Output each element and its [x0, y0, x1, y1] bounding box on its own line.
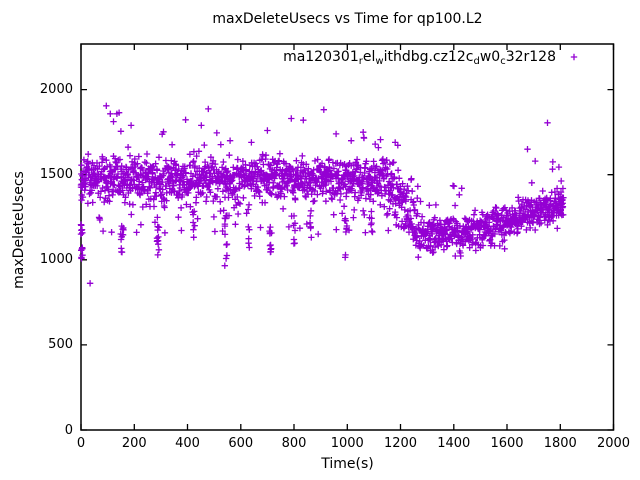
- y-axis-label: maxDeleteUsecs: [11, 171, 27, 289]
- legend-label-text: ithdbg.cz12c: [383, 49, 474, 65]
- y-tick-label: 0: [64, 422, 73, 438]
- legend: ma120301relwithdbg.cz12cdw0c32r128: [283, 49, 556, 67]
- legend-marker-icon: [570, 53, 578, 61]
- x-tick-label: 1000: [330, 436, 364, 451]
- x-tick-label: 600: [228, 436, 254, 451]
- legend-label-subscript: w: [375, 56, 384, 67]
- legend-label-text: 32r128: [505, 49, 556, 65]
- x-tick-label: 800: [281, 436, 307, 451]
- scatter-points: [77, 102, 567, 287]
- y-tick-label: 2000: [39, 82, 73, 98]
- legend-label-subscript: d: [473, 56, 480, 67]
- x-tick-label: 2000: [596, 436, 631, 451]
- x-tick-label: 1200: [383, 436, 418, 451]
- chart-title: maxDeleteUsecs vs Time for qp100.L2: [212, 11, 483, 27]
- legend-label-text: w0: [479, 49, 501, 65]
- legend-label-text: ma120301: [283, 49, 359, 65]
- x-tick-label: 200: [121, 436, 147, 451]
- legend-label-text: el: [362, 49, 376, 65]
- x-tick-label: 1600: [490, 436, 524, 451]
- axis-ticks: [80, 44, 615, 431]
- x-tick-label: 400: [175, 436, 200, 451]
- x-tick-label: 1400: [437, 436, 471, 451]
- x-axis-label: Time(s): [321, 456, 374, 472]
- x-tick-label: 0: [76, 436, 86, 451]
- y-tick-label: 1000: [39, 252, 73, 268]
- x-tick-label: 1800: [543, 436, 577, 451]
- legend-series-label: ma120301relwithdbg.cz12cdw0c32r128: [283, 49, 556, 67]
- y-tick-label: 1500: [39, 167, 73, 183]
- legend-label-subscript: c: [500, 56, 506, 67]
- legend-label-subscript: r: [358, 56, 363, 67]
- y-tick-label: 500: [48, 337, 73, 353]
